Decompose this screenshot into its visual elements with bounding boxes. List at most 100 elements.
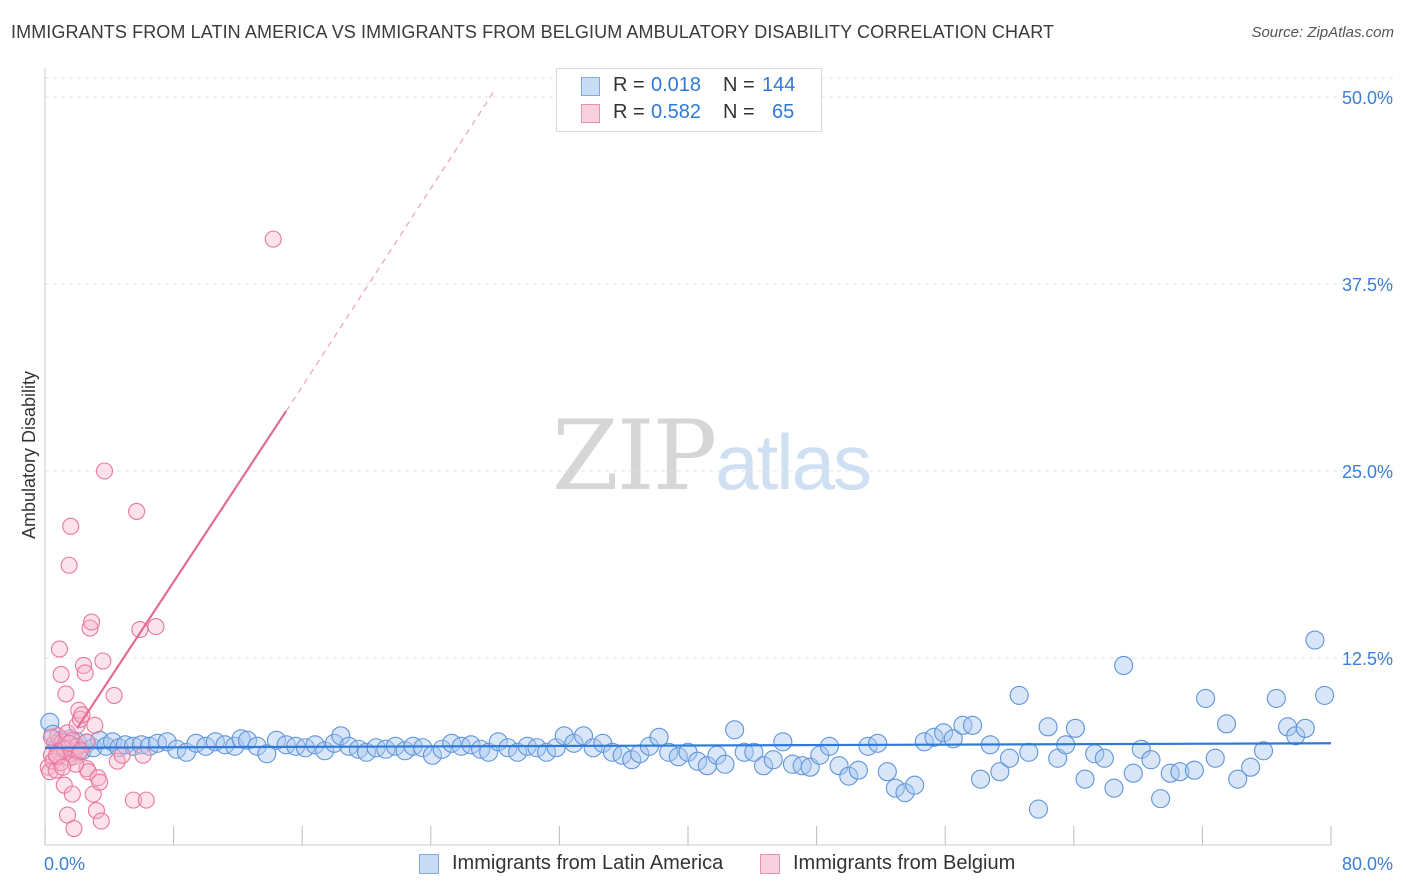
latin-america-point — [773, 732, 793, 752]
latin-america-point — [40, 712, 60, 732]
watermark-atlas: atlas — [715, 418, 872, 506]
latin-america-point — [1286, 726, 1306, 746]
latin-america-point — [331, 726, 351, 746]
belgium-point — [113, 746, 131, 764]
bottom-legend-label: Immigrants from Belgium — [793, 852, 1016, 874]
belgium-point — [57, 685, 75, 703]
y-tick-label: 12.5% — [1342, 649, 1393, 669]
trend-layer — [44, 89, 1332, 749]
belgium-point — [134, 746, 152, 764]
latin-america-point — [659, 742, 679, 762]
latin-america-point — [999, 748, 1020, 768]
belgium-point — [50, 640, 69, 658]
latin-america-point — [1075, 769, 1095, 789]
latin-america-point — [1160, 763, 1180, 783]
latin-america-point — [734, 742, 754, 762]
latin-america-point — [990, 762, 1010, 782]
latin-america-point — [527, 738, 547, 758]
latin-america-point — [237, 730, 258, 750]
belgium-point — [65, 819, 83, 838]
latin-america-point — [1019, 742, 1039, 762]
series-belgium-points — [39, 230, 282, 838]
latin-america-point — [115, 735, 135, 755]
latin-america-point — [479, 742, 499, 762]
watermark: ZIPatlas — [552, 400, 872, 512]
y-tick-label: 50.0% — [1342, 88, 1393, 108]
belgium-point — [78, 760, 96, 778]
latin-america-point — [564, 733, 584, 753]
latin-america-point — [1305, 630, 1325, 650]
legend-r-value: 0.018 — [651, 74, 702, 96]
latin-america-point — [1266, 688, 1286, 708]
latin-america-point — [413, 738, 433, 758]
belgium-point — [87, 802, 105, 820]
latin-america-point — [1141, 750, 1161, 770]
latin-america-point — [971, 769, 991, 789]
y-tick-label: 25.0% — [1342, 462, 1393, 482]
legend-r-label: R = — [613, 101, 645, 123]
latin-america-point — [848, 760, 868, 780]
belgium-point — [41, 763, 59, 781]
belgium-point — [81, 619, 99, 637]
latin-america-trendline — [44, 742, 1332, 749]
belgium-point — [95, 462, 114, 480]
belgium-point — [264, 230, 282, 248]
legend-n-value: 144 — [762, 74, 796, 96]
latin-america-point — [1123, 763, 1143, 783]
latin-america-point — [1253, 741, 1274, 761]
latin-america-point — [924, 727, 944, 747]
latin-america-point — [276, 735, 296, 755]
belgium-trendline — [76, 410, 288, 729]
latin-america-point — [715, 754, 735, 774]
chart-title: IMMIGRANTS FROM LATIN AMERICA VS IMMIGRA… — [11, 22, 1055, 42]
belgium-point — [124, 791, 142, 809]
latin-america-point — [583, 738, 603, 758]
belgium-trendline-extension — [285, 89, 496, 412]
legend-swatch-blue — [581, 77, 600, 96]
latin-america-point — [1228, 769, 1248, 789]
latin-america-point — [1038, 717, 1058, 737]
latin-america-point — [839, 766, 859, 786]
belgium-point — [92, 812, 110, 830]
belgium-point — [83, 613, 101, 631]
legend-swatch-pink — [581, 104, 600, 123]
belgium-point — [91, 773, 109, 791]
latin-america-point — [508, 742, 528, 762]
correlation-legend: R = 0.018 N = 144 R = 0.582 N = 65 — [556, 68, 822, 132]
latin-america-point — [1315, 685, 1335, 705]
legend-n-label: N = — [723, 101, 755, 123]
latin-america-point — [934, 723, 954, 743]
latin-america-point — [498, 738, 518, 758]
grid-layer — [45, 77, 1394, 659]
latin-america-point — [905, 775, 925, 795]
latin-america-point — [1196, 688, 1216, 708]
latin-america-point — [366, 738, 386, 758]
latin-america-point — [461, 735, 481, 755]
belgium-point — [137, 791, 155, 809]
latin-america-point — [305, 735, 325, 755]
latin-america-point — [829, 756, 849, 776]
latin-america-point — [885, 778, 905, 798]
x-tick-label-min: 0.0% — [44, 854, 85, 874]
belgium-point — [63, 785, 81, 803]
latin-america-point — [432, 739, 452, 759]
legend-n-label: N = — [723, 74, 755, 96]
latin-america-point — [895, 783, 915, 803]
series-latin-america-points — [40, 630, 1335, 819]
latin-america-point — [668, 747, 688, 767]
latin-america-point — [1114, 655, 1134, 676]
latin-america-point — [953, 715, 973, 735]
belgium-point — [71, 742, 89, 760]
belgium-point — [78, 733, 96, 751]
latin-america-point — [1065, 718, 1085, 738]
latin-america-point — [1094, 748, 1114, 768]
belgium-point — [66, 755, 85, 773]
latin-america-point — [1295, 718, 1315, 738]
bottom-legend-swatch-pink — [760, 854, 780, 874]
latin-america-point — [536, 742, 557, 762]
latin-america-point — [257, 744, 277, 764]
latin-america-point — [1205, 748, 1225, 768]
latin-america-point — [943, 729, 963, 749]
latin-america-point — [266, 730, 287, 750]
belgium-point — [128, 502, 146, 520]
